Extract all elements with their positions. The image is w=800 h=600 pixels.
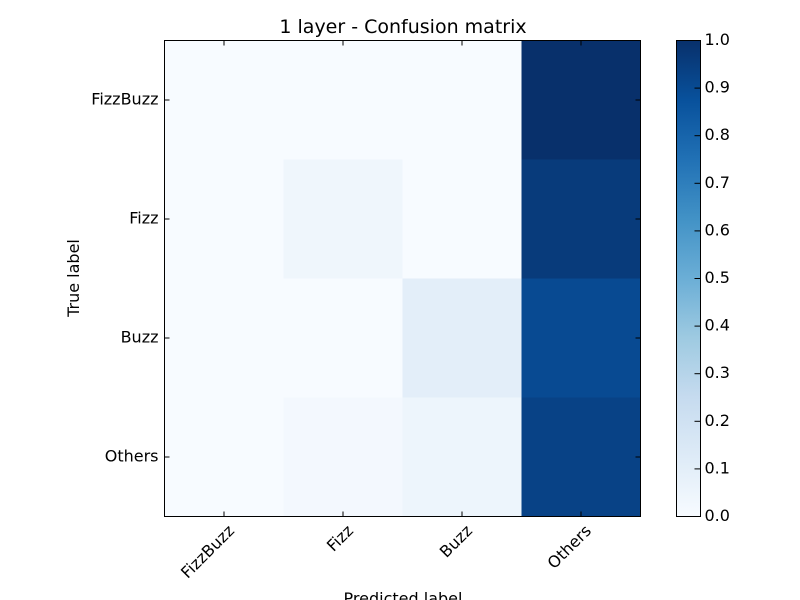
heatmap-cell bbox=[402, 397, 522, 517]
x-axis-label: Predicted label bbox=[344, 589, 463, 600]
colorbar-tick-label: 0.6 bbox=[705, 220, 730, 239]
colorbar-tick-label: 0.7 bbox=[705, 173, 730, 192]
heatmap-cell bbox=[164, 397, 284, 517]
y-tick-label: FizzBuzz bbox=[91, 90, 158, 109]
colorbar-ticks: 0.0 0.1 0.2 0.3 0.4 0.5 0.6 0.7 0.8 0.9 1.0 bbox=[694, 30, 730, 525]
heatmap-cell bbox=[402, 278, 522, 398]
colorbar-tick-label: 0.0 bbox=[705, 506, 730, 525]
colorbar-tick-label: 1.0 bbox=[705, 30, 730, 49]
colorbar-tick-label: 0.1 bbox=[705, 458, 730, 477]
x-tick-label: Buzz bbox=[436, 521, 476, 561]
heatmap-cell bbox=[283, 397, 403, 517]
colorbar-tick-label: 0.9 bbox=[705, 78, 730, 97]
y-tick-label: Buzz bbox=[121, 328, 159, 347]
colorbar-tick-label: 0.3 bbox=[705, 363, 730, 382]
y-axis-label: True label bbox=[64, 239, 83, 318]
heatmap-cell bbox=[283, 278, 403, 398]
chart-title: 1 layer - Confusion matrix bbox=[279, 16, 526, 38]
x-tick-label: Fizz bbox=[323, 521, 357, 555]
heatmap-cell bbox=[402, 40, 522, 160]
heatmap-cell bbox=[402, 159, 522, 279]
colorbar-tick-label: 0.8 bbox=[705, 125, 730, 144]
heatmap-cell bbox=[283, 40, 403, 160]
plot-frame bbox=[164, 40, 641, 517]
heatmap-cell bbox=[521, 40, 641, 160]
y-tick-label: Others bbox=[105, 447, 159, 466]
x-tick-label: Others bbox=[544, 521, 595, 572]
colorbar-tick-label: 0.2 bbox=[705, 411, 730, 430]
x-tick-label: FizzBuzz bbox=[177, 521, 238, 582]
heatmap-cell bbox=[164, 278, 284, 398]
heatmap-cell bbox=[521, 278, 641, 398]
heatmap-cells bbox=[164, 40, 641, 517]
y-tick-label: Fizz bbox=[129, 209, 158, 228]
heatmap-cell bbox=[164, 40, 284, 160]
heatmap-cell bbox=[164, 159, 284, 279]
colorbar-tick-label: 0.4 bbox=[705, 316, 730, 335]
heatmap-cell bbox=[521, 397, 641, 517]
colorbar-tick-label: 0.5 bbox=[705, 268, 730, 287]
heatmap-cell bbox=[283, 159, 403, 279]
heatmap-cell bbox=[521, 159, 641, 279]
